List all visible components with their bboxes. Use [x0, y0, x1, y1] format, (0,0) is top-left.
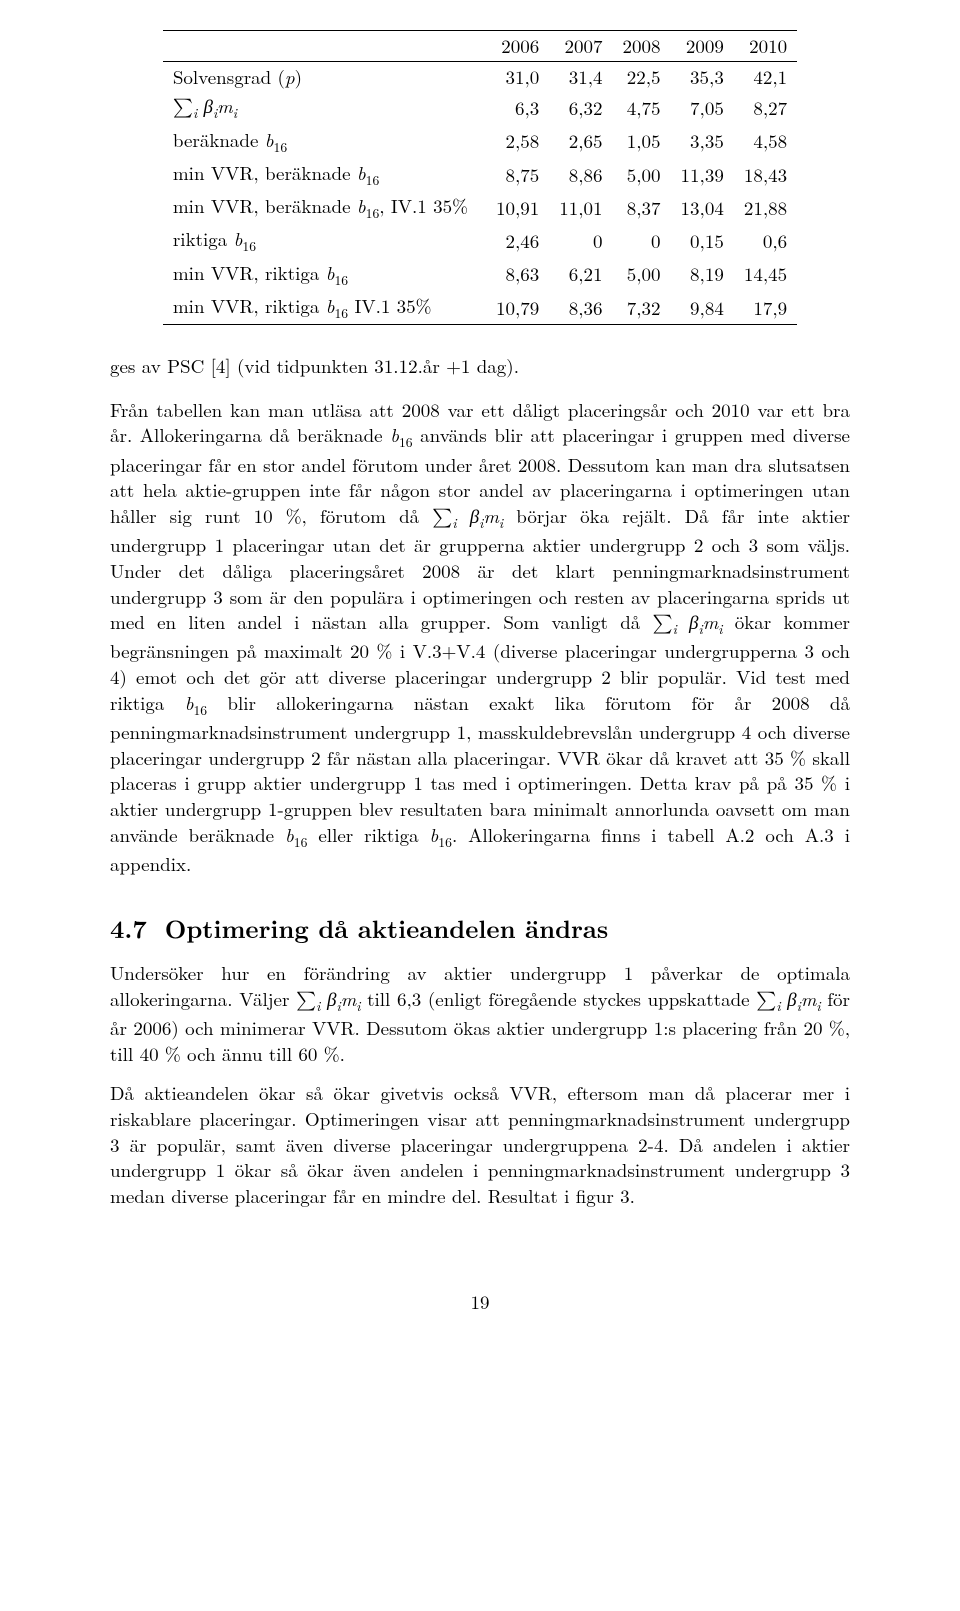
table-cell: 42,1	[734, 61, 797, 91]
table-header-row: 2006 2007 2008 2009 2010	[163, 31, 797, 62]
table-cell: 6,3	[486, 91, 549, 124]
table-cell: 17,9	[734, 291, 797, 325]
table-cell: 7,05	[671, 91, 734, 124]
table-row: Solvensgrad (p) 31,0 31,4 22,5 35,3 42,1	[163, 61, 797, 91]
table-cell: 21,88	[734, 191, 797, 224]
table-cell: 11,39	[671, 158, 734, 191]
table-header-cell: 2008	[613, 31, 671, 62]
row-label: min VVR, beräknade b16	[163, 158, 486, 191]
table-cell: 8,36	[549, 291, 612, 325]
row-label: beräknade b16	[163, 125, 486, 158]
table-cell: 0	[549, 224, 612, 257]
row-label: min VVR, riktiga b16 IV.1 35%	[163, 291, 486, 325]
row-label: riktiga b16	[163, 224, 486, 257]
table-cell: 8,37	[613, 191, 671, 224]
table-cell: 1,05	[613, 125, 671, 158]
table-cell: 5,00	[613, 258, 671, 291]
table-cell: 0,15	[671, 224, 734, 257]
table-cell: 8,27	[734, 91, 797, 124]
table-cell: 0,6	[734, 224, 797, 257]
table-header-cell: 2006	[486, 31, 549, 62]
table-cell: 2,65	[549, 125, 612, 158]
table-cell: 10,91	[486, 191, 549, 224]
section-title: Optimering då aktieandelen ändras	[165, 912, 609, 946]
page-number: 19	[110, 1289, 850, 1315]
table-cell: 5,00	[613, 158, 671, 191]
table-cell: 2,46	[486, 224, 549, 257]
table-row: riktiga b16 2,46 0 0 0,15 0,6	[163, 224, 797, 257]
table-cell: 3,35	[671, 125, 734, 158]
table-cell: 9,84	[671, 291, 734, 325]
table-header-cell: 2007	[549, 31, 612, 62]
table-cell: 35,3	[671, 61, 734, 91]
table-cell: 6,32	[549, 91, 612, 124]
table-header-blank	[163, 31, 486, 62]
table-cell: 0	[613, 224, 671, 257]
paragraph-main: Från tabellen kan man utläsa att 2008 va…	[110, 397, 850, 877]
table-cell: 18,43	[734, 158, 797, 191]
paragraph-47b: Då aktieandelen ökar så ökar givetvis oc…	[110, 1080, 850, 1208]
table-cell: 11,01	[549, 191, 612, 224]
row-label: ∑i βimi	[163, 91, 486, 124]
table-row: min VVR, riktiga b16 IV.1 35% 10,79 8,36…	[163, 291, 797, 325]
table-header-cell: 2010	[734, 31, 797, 62]
table-cell: 6,21	[549, 258, 612, 291]
table-row: min VVR, beräknade b16 8,75 8,86 5,00 11…	[163, 158, 797, 191]
table-cell: 8,19	[671, 258, 734, 291]
table-cell: 8,86	[549, 158, 612, 191]
section-heading: 4.7 Optimering då aktieandelen ändras	[110, 912, 850, 946]
row-label: Solvensgrad (p)	[163, 61, 486, 91]
table-row: beräknade b16 2,58 2,65 1,05 3,35 4,58	[163, 125, 797, 158]
table-cell: 22,5	[613, 61, 671, 91]
section-number: 4.7	[110, 912, 147, 946]
table-cell: 4,58	[734, 125, 797, 158]
table-cell: 4,75	[613, 91, 671, 124]
table-cell: 31,4	[549, 61, 612, 91]
table-header-cell: 2009	[671, 31, 734, 62]
row-label: min VVR, riktiga b16	[163, 258, 486, 291]
results-table: 2006 2007 2008 2009 2010 Solvensgrad (p)…	[163, 30, 797, 325]
table-cell: 2,58	[486, 125, 549, 158]
table-cell: 8,75	[486, 158, 549, 191]
row-label: min VVR, beräknade b16, IV.1 35%	[163, 191, 486, 224]
table-cell: 14,45	[734, 258, 797, 291]
table-cell: 10,79	[486, 291, 549, 325]
paragraph-47a: Undersöker hur en förändring av aktier u…	[110, 960, 850, 1066]
table-row: min VVR, riktiga b16 8,63 6,21 5,00 8,19…	[163, 258, 797, 291]
table-row: min VVR, beräknade b16, IV.1 35% 10,91 1…	[163, 191, 797, 224]
table-row: ∑i βimi 6,3 6,32 4,75 7,05 8,27	[163, 91, 797, 124]
table-cell: 13,04	[671, 191, 734, 224]
paragraph-ges: ges av PSC [4] (vid tidpunkten 31.12.år …	[110, 353, 850, 379]
table-cell: 8,63	[486, 258, 549, 291]
table-cell: 31,0	[486, 61, 549, 91]
table-cell: 7,32	[613, 291, 671, 325]
